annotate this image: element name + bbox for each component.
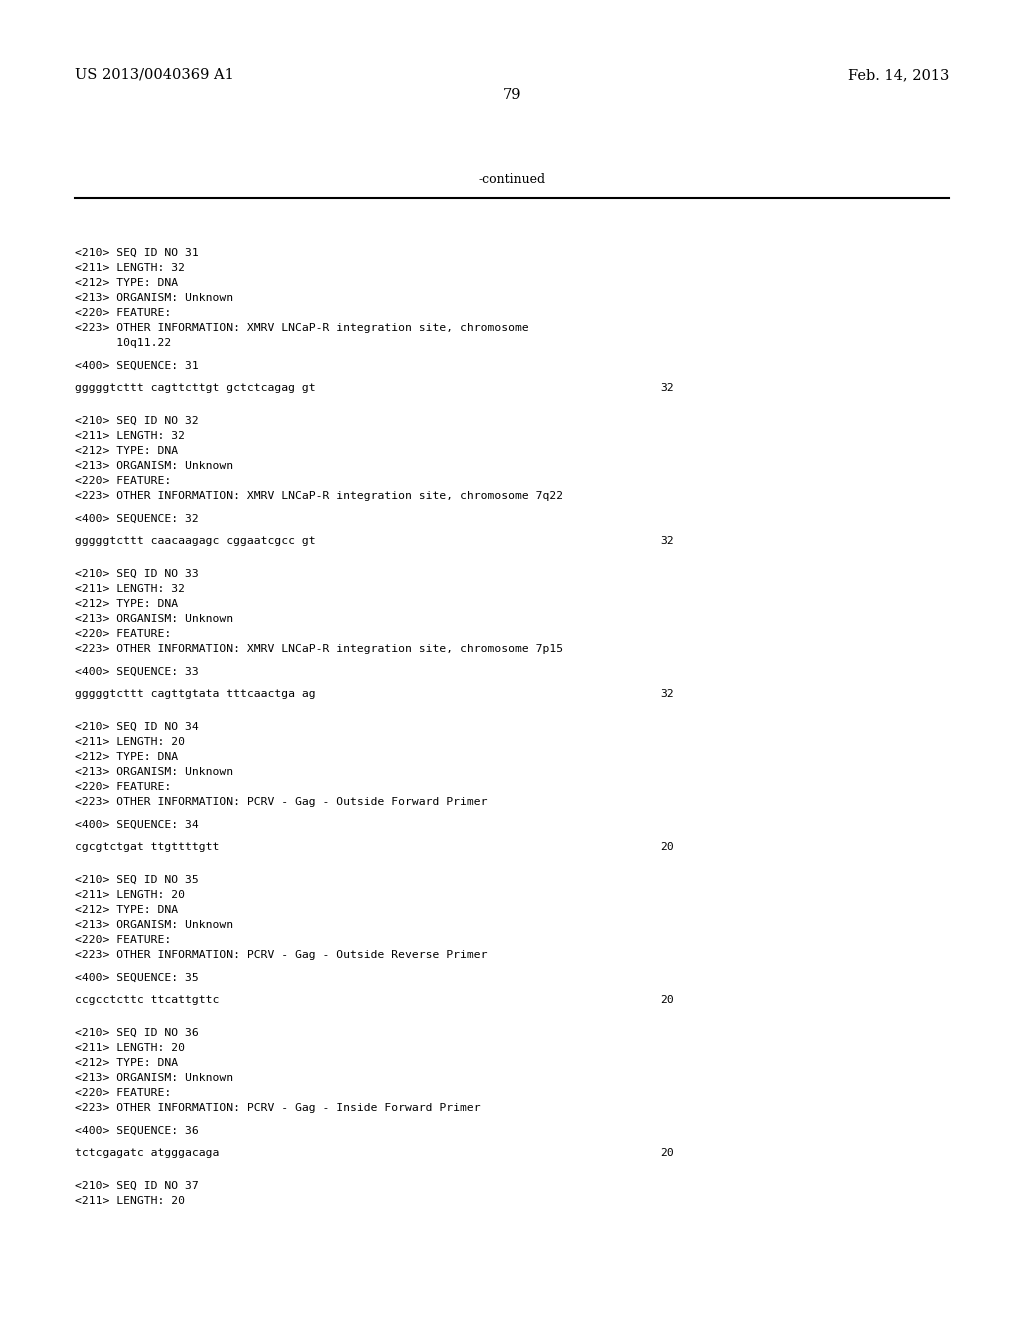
Text: <223> OTHER INFORMATION: PCRV - Gag - Outside Forward Primer: <223> OTHER INFORMATION: PCRV - Gag - Ou… xyxy=(75,797,487,807)
Text: <211> LENGTH: 32: <211> LENGTH: 32 xyxy=(75,583,185,594)
Text: 20: 20 xyxy=(660,1148,674,1158)
Text: <211> LENGTH: 20: <211> LENGTH: 20 xyxy=(75,1196,185,1206)
Text: <213> ORGANISM: Unknown: <213> ORGANISM: Unknown xyxy=(75,461,233,471)
Text: <213> ORGANISM: Unknown: <213> ORGANISM: Unknown xyxy=(75,1073,233,1082)
Text: <400> SEQUENCE: 36: <400> SEQUENCE: 36 xyxy=(75,1126,199,1137)
Text: <400> SEQUENCE: 34: <400> SEQUENCE: 34 xyxy=(75,820,199,830)
Text: <223> OTHER INFORMATION: XMRV LNCaP-R integration site, chromosome: <223> OTHER INFORMATION: XMRV LNCaP-R in… xyxy=(75,323,528,333)
Text: <211> LENGTH: 32: <211> LENGTH: 32 xyxy=(75,263,185,273)
Text: 32: 32 xyxy=(660,383,674,393)
Text: <213> ORGANISM: Unknown: <213> ORGANISM: Unknown xyxy=(75,293,233,304)
Text: <212> TYPE: DNA: <212> TYPE: DNA xyxy=(75,446,178,455)
Text: <210> SEQ ID NO 37: <210> SEQ ID NO 37 xyxy=(75,1181,199,1191)
Text: <220> FEATURE:: <220> FEATURE: xyxy=(75,308,171,318)
Text: ccgcctcttc ttcattgttc: ccgcctcttc ttcattgttc xyxy=(75,995,219,1005)
Text: 20: 20 xyxy=(660,995,674,1005)
Text: <220> FEATURE:: <220> FEATURE: xyxy=(75,1088,171,1098)
Text: <213> ORGANISM: Unknown: <213> ORGANISM: Unknown xyxy=(75,920,233,931)
Text: <210> SEQ ID NO 36: <210> SEQ ID NO 36 xyxy=(75,1028,199,1038)
Text: US 2013/0040369 A1: US 2013/0040369 A1 xyxy=(75,69,233,82)
Text: <213> ORGANISM: Unknown: <213> ORGANISM: Unknown xyxy=(75,614,233,624)
Text: 20: 20 xyxy=(660,842,674,851)
Text: gggggtcttt cagttgtata tttcaactga ag: gggggtcttt cagttgtata tttcaactga ag xyxy=(75,689,315,700)
Text: <223> OTHER INFORMATION: XMRV LNCaP-R integration site, chromosome 7p15: <223> OTHER INFORMATION: XMRV LNCaP-R in… xyxy=(75,644,563,653)
Text: <400> SEQUENCE: 35: <400> SEQUENCE: 35 xyxy=(75,973,199,983)
Text: <212> TYPE: DNA: <212> TYPE: DNA xyxy=(75,752,178,762)
Text: gggggtcttt cagttcttgt gctctcagag gt: gggggtcttt cagttcttgt gctctcagag gt xyxy=(75,383,315,393)
Text: <223> OTHER INFORMATION: PCRV - Gag - Inside Forward Primer: <223> OTHER INFORMATION: PCRV - Gag - In… xyxy=(75,1104,480,1113)
Text: <212> TYPE: DNA: <212> TYPE: DNA xyxy=(75,906,178,915)
Text: <213> ORGANISM: Unknown: <213> ORGANISM: Unknown xyxy=(75,767,233,777)
Text: gggggtcttt caacaagagc cggaatcgcc gt: gggggtcttt caacaagagc cggaatcgcc gt xyxy=(75,536,315,546)
Text: <210> SEQ ID NO 31: <210> SEQ ID NO 31 xyxy=(75,248,199,257)
Text: <220> FEATURE:: <220> FEATURE: xyxy=(75,935,171,945)
Text: <223> OTHER INFORMATION: XMRV LNCaP-R integration site, chromosome 7q22: <223> OTHER INFORMATION: XMRV LNCaP-R in… xyxy=(75,491,563,502)
Text: Feb. 14, 2013: Feb. 14, 2013 xyxy=(848,69,949,82)
Text: 32: 32 xyxy=(660,536,674,546)
Text: 10q11.22: 10q11.22 xyxy=(75,338,171,348)
Text: <223> OTHER INFORMATION: PCRV - Gag - Outside Reverse Primer: <223> OTHER INFORMATION: PCRV - Gag - Ou… xyxy=(75,950,487,960)
Text: <212> TYPE: DNA: <212> TYPE: DNA xyxy=(75,1059,178,1068)
Text: <210> SEQ ID NO 35: <210> SEQ ID NO 35 xyxy=(75,875,199,884)
Text: <220> FEATURE:: <220> FEATURE: xyxy=(75,781,171,792)
Text: -continued: -continued xyxy=(478,173,546,186)
Text: <211> LENGTH: 20: <211> LENGTH: 20 xyxy=(75,890,185,900)
Text: cgcgtctgat ttgttttgtt: cgcgtctgat ttgttttgtt xyxy=(75,842,219,851)
Text: <212> TYPE: DNA: <212> TYPE: DNA xyxy=(75,599,178,609)
Text: tctcgagatc atgggacaga: tctcgagatc atgggacaga xyxy=(75,1148,219,1158)
Text: <210> SEQ ID NO 34: <210> SEQ ID NO 34 xyxy=(75,722,199,733)
Text: <211> LENGTH: 20: <211> LENGTH: 20 xyxy=(75,737,185,747)
Text: <210> SEQ ID NO 33: <210> SEQ ID NO 33 xyxy=(75,569,199,579)
Text: <400> SEQUENCE: 31: <400> SEQUENCE: 31 xyxy=(75,360,199,371)
Text: 79: 79 xyxy=(503,88,521,102)
Text: <211> LENGTH: 20: <211> LENGTH: 20 xyxy=(75,1043,185,1053)
Text: <211> LENGTH: 32: <211> LENGTH: 32 xyxy=(75,432,185,441)
Text: <220> FEATURE:: <220> FEATURE: xyxy=(75,477,171,486)
Text: <400> SEQUENCE: 32: <400> SEQUENCE: 32 xyxy=(75,513,199,524)
Text: <212> TYPE: DNA: <212> TYPE: DNA xyxy=(75,279,178,288)
Text: <210> SEQ ID NO 32: <210> SEQ ID NO 32 xyxy=(75,416,199,426)
Text: 32: 32 xyxy=(660,689,674,700)
Text: <400> SEQUENCE: 33: <400> SEQUENCE: 33 xyxy=(75,667,199,677)
Text: <220> FEATURE:: <220> FEATURE: xyxy=(75,630,171,639)
